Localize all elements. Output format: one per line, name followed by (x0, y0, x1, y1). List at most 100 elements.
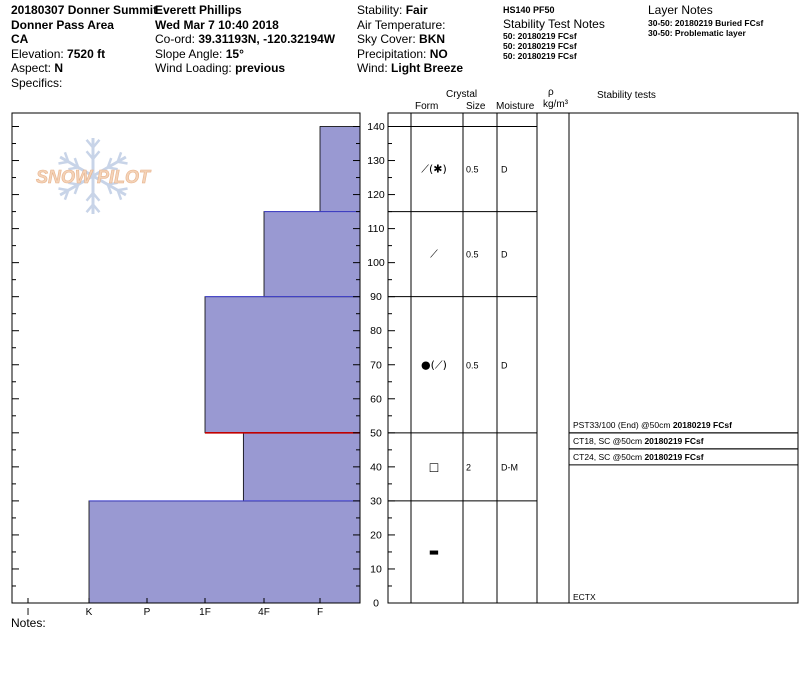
stability-label: Stability: (357, 3, 403, 17)
precip-label: Precipitation: (357, 46, 427, 61)
sky-cover-value: BKN (419, 32, 446, 46)
chart-frame (11, 112, 799, 604)
header-col-conditions: Stability: Fair Air Temperature: Sky Cov… (357, 3, 463, 76)
sky-cover-label: Sky Cover: (357, 32, 416, 46)
wind-loading-label: Wind Loading: (155, 61, 232, 75)
table-frame (387, 112, 799, 604)
snowflake-branch-3-0r (85, 192, 94, 202)
profile-code: HS140 PF50 (503, 5, 555, 15)
stability-test-rows: PST33/100 (End) @50cm 20180219 FCsfCT18,… (569, 420, 798, 602)
depth-tick-label-40: 40 (370, 461, 382, 473)
hardness-bar-1 (242, 432, 361, 502)
hardness-frame (11, 112, 361, 604)
hardness-bar-2 (204, 296, 361, 434)
crystal-moisture-1: D (501, 250, 508, 260)
wind-value: Light Breeze (391, 61, 464, 75)
snowflake-branch-5-0r (73, 157, 80, 168)
form-header: Form (415, 101, 439, 112)
depth-tick-label-30: 30 (370, 495, 382, 507)
crystal-size-0: 0.5 (466, 165, 479, 175)
depth-tick-label-90: 90 (370, 291, 382, 303)
depth-tick-label-50: 50 (370, 427, 382, 439)
hardness-bar-3 (263, 211, 361, 298)
crystal-size-2: 0.5 (466, 360, 479, 370)
depth-tick-label-130: 130 (367, 155, 385, 167)
size-header: Size (466, 101, 486, 112)
snowflake-branch-4-1r (58, 187, 69, 192)
snowflake-branch-3-0l (92, 192, 101, 202)
watermark-text: SNOW PILOT (36, 167, 152, 187)
slope-value: 15° (225, 46, 244, 61)
ectx-result: ECTX (573, 592, 596, 602)
depth-tick-label-110: 110 (368, 223, 385, 235)
crystal-form-3: □ (429, 460, 439, 473)
depth-tick-label-80: 80 (370, 325, 382, 337)
stability-test-layer-1: 20180219 FCsf (644, 436, 703, 446)
stability-test-text-0: PST33/100 (End) @50cm (573, 420, 673, 430)
crystal-rows: ⟋(✱) 0.5 D ⟋ 0.5 D ●(⟋) 0.5 D □ 2 D-M ▬ (421, 163, 518, 559)
layer-note-2: 30-50: Problematic layer (648, 27, 746, 38)
density-unit: kg/m³ (543, 99, 568, 110)
snowflake-branch-5-1r (63, 151, 70, 163)
stability-note-3: 50: 20180219 FCsf (503, 51, 577, 61)
aspect-value: N (54, 61, 64, 75)
header-col-layer-notes: Layer Notes 30-50: 20180219 Buried FCsf … (648, 3, 763, 38)
snowflake-branch-4-0l (73, 184, 80, 195)
hardness-bars (88, 126, 361, 604)
elevation-value: 7520 ft (67, 46, 106, 61)
stability-test-1: CT18, SC @50cm 20180219 FCsf (573, 436, 704, 446)
stability-test-layer-2: 20180219 FCsf (644, 452, 703, 462)
snowflake-branch-4-0r (68, 181, 79, 186)
crystal-moisture-2: D (501, 360, 508, 370)
crystal-form-4: ▬ (429, 545, 439, 558)
layer-notes-title: Layer Notes (648, 3, 713, 17)
snowflake-branch-4-1l (63, 189, 70, 201)
hardness-label-F: F (317, 607, 323, 618)
hardness-label-1F: 1F (199, 607, 211, 618)
depth-tick-label-120: 120 (367, 189, 385, 201)
obs-datetime: Wed Mar 7 10:40 2018 (155, 17, 279, 32)
observer-name: Everett Phillips (155, 3, 242, 17)
snowpilot-watermark: SNOW PILOT (36, 138, 152, 214)
coord-label: Co-ord: (155, 32, 196, 46)
stability-value: Fair (405, 3, 428, 17)
stability-test-text-2: CT24, SC @50cm (573, 452, 644, 462)
header-col-observation: Everett Phillips Wed Mar 7 10:40 2018 Co… (155, 3, 335, 76)
area-name: Donner Pass Area (11, 17, 114, 32)
snowflake-branch-2-0r (106, 184, 113, 195)
hardness-bar-0 (88, 500, 361, 604)
pit-title: 20180307 Donner Summit (11, 3, 156, 17)
snowflake-branch-0-1r (92, 139, 101, 149)
depth-tick-label-140: 140 (367, 121, 385, 133)
state: CA (11, 32, 29, 46)
snowflake-branch-1-1l (116, 151, 123, 163)
crystal-form-2: ●(⟋) (421, 358, 447, 371)
stability-test-0: PST33/100 (End) @50cm 20180219 FCsf (573, 420, 732, 430)
density-symbol: ρ (548, 87, 554, 98)
crystal-size-3: 2 (466, 462, 471, 472)
hardness-label-K: K (86, 607, 93, 618)
snowflake-branch-0-1l (85, 139, 94, 149)
coord-value: 39.31193N, -120.32194W (198, 32, 336, 46)
crystal-form-0: ⟋(✱) (421, 163, 447, 176)
notes-label: Notes: (11, 616, 46, 630)
layer-note-1: 30-50: 20180219 Buried FCsf (648, 17, 764, 28)
header-col-location: 20180307 Donner Summit Donner Pass Area … (11, 3, 156, 90)
stability-note-2: 50: 20180219 FCsf (503, 41, 577, 51)
header-col-stability-notes: HS140 PF50 Stability Test Notes 50: 2018… (503, 4, 605, 61)
air-temp-label: Air Temperature: (357, 17, 446, 32)
snowflake-branch-3-1l (92, 203, 101, 213)
axis-ticks: 0 10 20 30 40 50 60 70 80 90 100 110 120 130 140 I K P 1F 4… (12, 121, 395, 618)
depth-tick-label-10: 10 (370, 563, 382, 575)
snowflake-branch-2-1r (116, 189, 123, 201)
crystal-moisture-3: D-M (501, 462, 518, 472)
hardness-label-P: P (144, 607, 151, 618)
crystal-header: Crystal (446, 89, 478, 100)
precip-value: NO (429, 46, 448, 61)
snowflake-branch-5-0l (68, 166, 79, 171)
slope-label: Slope Angle: (155, 46, 223, 61)
hardness-bar-4 (319, 126, 361, 212)
elevation-label: Elevation: (11, 46, 64, 61)
snowflake-branch-2-1l (117, 187, 128, 192)
